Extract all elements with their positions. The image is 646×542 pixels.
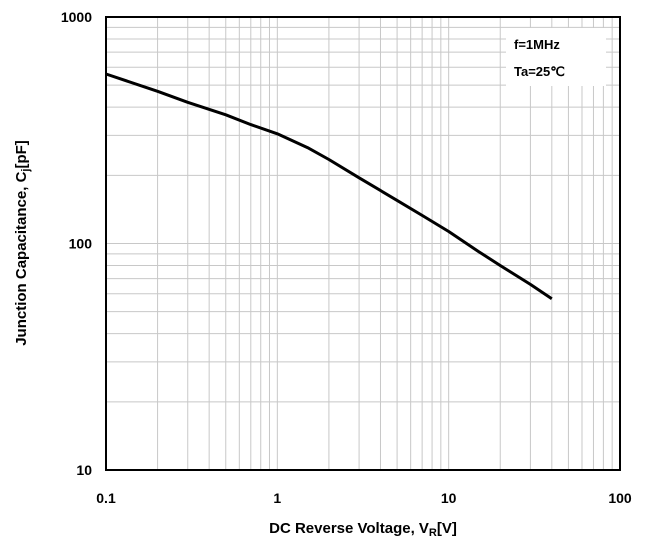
annotation-frequency: f=1MHz bbox=[514, 37, 560, 52]
x-tick-label: 100 bbox=[608, 490, 632, 506]
annotation-temperature: Ta=25℃ bbox=[514, 64, 565, 79]
x-tick-label: 1 bbox=[273, 490, 281, 506]
x-axis-label-unit: [V] bbox=[437, 520, 457, 537]
capacitance-curve bbox=[105, 72, 553, 301]
y-axis-label: Junction Capacitance, Cj[pF] bbox=[13, 140, 32, 346]
y-axis-label-main: Junction Capacitance, C bbox=[13, 171, 30, 345]
y-tick-label: 10 bbox=[76, 462, 92, 478]
y-tick-label: 100 bbox=[69, 236, 93, 252]
y-axis-label-sub: j bbox=[20, 169, 32, 173]
x-tick-label: 0.1 bbox=[96, 490, 116, 506]
x-axis-label-sub: R bbox=[429, 527, 437, 539]
x-axis-label: DC Reverse Voltage, VR[V] bbox=[269, 520, 457, 539]
annotation-box bbox=[506, 28, 606, 86]
x-tick-label: 10 bbox=[441, 490, 457, 506]
y-tick-label: 1000 bbox=[61, 9, 92, 25]
plot-frame bbox=[105, 16, 621, 471]
x-axis-label-main: DC Reverse Voltage, V bbox=[269, 520, 429, 537]
tick-labels: 0.1 1 10 100 1000 100 10 bbox=[61, 9, 632, 506]
y-axis-label-unit: [pF] bbox=[13, 140, 30, 168]
